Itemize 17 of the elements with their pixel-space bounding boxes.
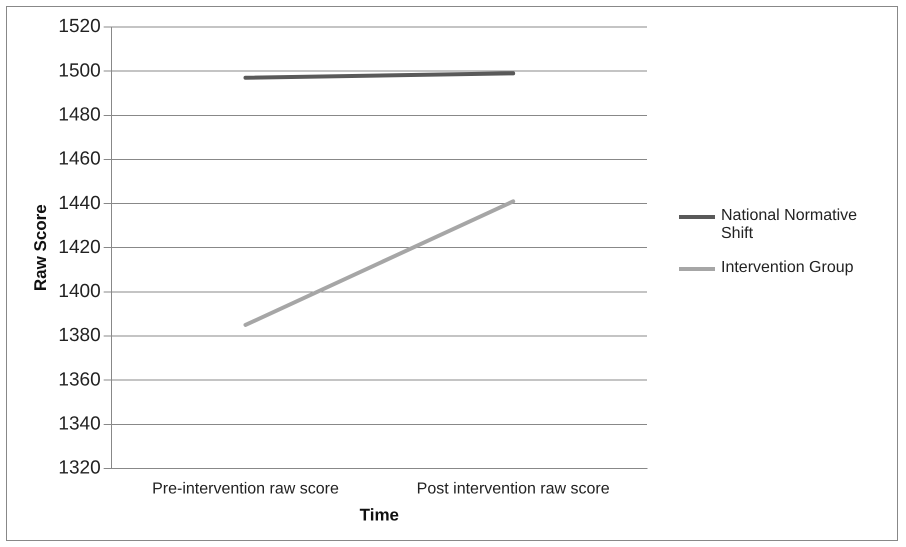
- y-tick-label: 1520: [58, 16, 101, 38]
- y-tick-label: 1480: [58, 104, 101, 126]
- y-axis-title: Raw Score: [30, 204, 50, 292]
- x-tick-label: Pre-intervention raw score: [152, 480, 339, 498]
- y-tick-label: 1380: [58, 325, 101, 346]
- y-tick-label: 1500: [58, 60, 101, 82]
- y-tick-label: 1440: [58, 192, 101, 214]
- y-tick-label: 1360: [58, 369, 101, 390]
- y-tick-label: 1340: [58, 413, 101, 434]
- legend-label: Intervention Group: [721, 259, 854, 277]
- y-tick-label: 1400: [58, 281, 101, 302]
- x-axis-title: Time: [360, 505, 400, 524]
- y-tick-label: 1460: [58, 148, 101, 170]
- y-tick-label: 1420: [58, 236, 101, 258]
- legend-label: National Normative Shift: [721, 207, 858, 243]
- x-tick-label: Post intervention raw score: [416, 480, 610, 498]
- y-tick-label: 1320: [58, 458, 101, 479]
